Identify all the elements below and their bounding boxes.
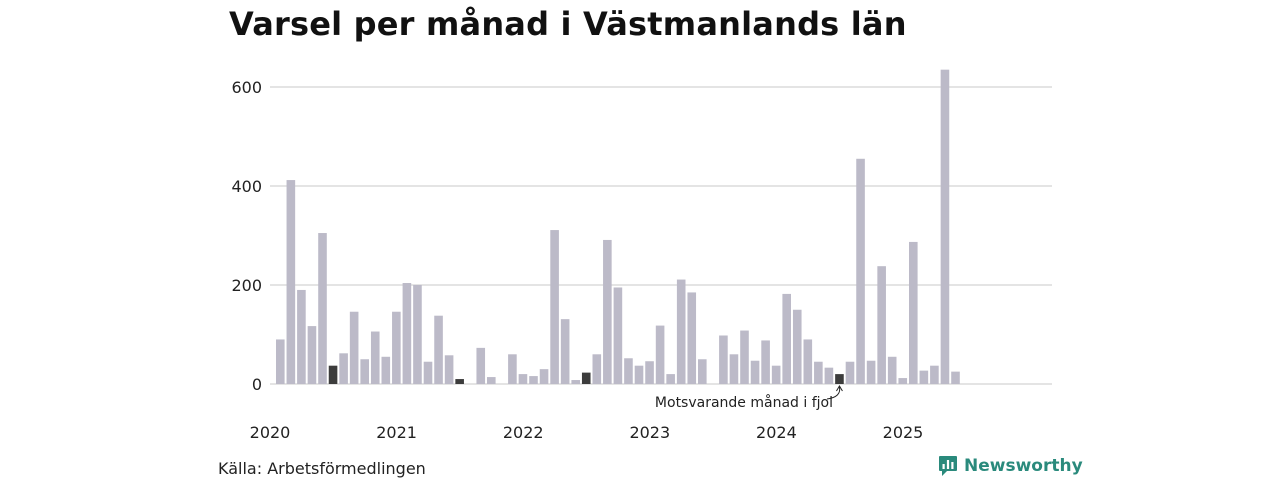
bar bbox=[930, 365, 939, 384]
bar bbox=[951, 371, 960, 384]
bar bbox=[392, 311, 401, 384]
y-tick-label: 400 bbox=[231, 177, 262, 196]
bar bbox=[444, 355, 454, 384]
bar bbox=[550, 230, 559, 384]
bar bbox=[603, 239, 612, 384]
bar bbox=[381, 356, 391, 384]
bar bbox=[887, 356, 897, 384]
bar bbox=[909, 241, 918, 384]
x-tick-label: 2021 bbox=[376, 423, 417, 442]
bar bbox=[297, 289, 306, 384]
bar bbox=[771, 365, 781, 384]
bar bbox=[782, 293, 791, 384]
y-tick-label: 0 bbox=[252, 375, 262, 394]
bar bbox=[919, 370, 929, 384]
annotations: Motsvarande månad i fjol bbox=[655, 385, 843, 411]
y-axis-ticks: 0 200 400 600 bbox=[231, 78, 262, 394]
bar bbox=[676, 279, 686, 384]
x-axis-ticks: 2020 2021 2022 2023 2024 2025 bbox=[250, 423, 924, 442]
bar bbox=[803, 339, 813, 384]
newsworthy-logo-icon bbox=[939, 456, 957, 476]
bar bbox=[307, 326, 317, 384]
bar-same-month bbox=[455, 379, 464, 384]
bar bbox=[866, 360, 876, 384]
y-tick-label: 200 bbox=[231, 276, 262, 295]
bar bbox=[529, 376, 538, 384]
bar bbox=[898, 378, 908, 384]
x-tick-label: 2020 bbox=[250, 423, 291, 442]
bar bbox=[276, 339, 285, 384]
bar-same-month bbox=[328, 365, 338, 384]
bar bbox=[508, 354, 517, 384]
bar bbox=[571, 380, 580, 384]
bar bbox=[761, 340, 770, 384]
bar bbox=[666, 374, 675, 384]
y-tick-label: 600 bbox=[231, 78, 262, 97]
source-note: Källa: Arbetsförmedlingen bbox=[218, 459, 426, 478]
bar bbox=[413, 285, 422, 384]
bar bbox=[360, 359, 369, 384]
bar bbox=[476, 347, 486, 384]
bar bbox=[339, 353, 348, 384]
bar bbox=[434, 315, 443, 384]
bar bbox=[719, 335, 728, 384]
chart-title: Varsel per månad i Västmanlands län bbox=[229, 5, 907, 43]
x-tick-label: 2024 bbox=[756, 423, 797, 442]
x-tick-label: 2025 bbox=[883, 423, 924, 442]
bar bbox=[687, 292, 697, 384]
bar bbox=[845, 361, 855, 384]
bar bbox=[645, 361, 654, 384]
bar bbox=[487, 377, 496, 384]
brand-logo: Newsworthy bbox=[938, 455, 1083, 477]
bar-same-month bbox=[835, 374, 844, 384]
bar bbox=[539, 369, 549, 384]
annotation-arrow bbox=[826, 386, 841, 400]
bar bbox=[518, 374, 528, 384]
bar bbox=[402, 283, 412, 384]
bar bbox=[792, 309, 802, 384]
bar bbox=[318, 233, 327, 384]
bar bbox=[729, 354, 739, 384]
bar bbox=[370, 331, 380, 384]
bar bbox=[286, 180, 296, 384]
x-tick-label: 2022 bbox=[503, 423, 544, 442]
bar bbox=[814, 361, 823, 384]
brand-name: Newsworthy bbox=[964, 456, 1083, 476]
bar bbox=[824, 367, 834, 384]
bar bbox=[698, 359, 707, 384]
bar bbox=[560, 319, 570, 384]
bar bbox=[613, 287, 623, 384]
bar bbox=[349, 311, 359, 384]
x-tick-label: 2023 bbox=[629, 423, 670, 442]
bar bbox=[856, 158, 865, 384]
bar bbox=[940, 69, 950, 385]
annotation-arrowhead bbox=[836, 385, 843, 392]
same-month-annotation: Motsvarande månad i fjol bbox=[655, 394, 833, 411]
bar bbox=[423, 361, 433, 384]
bar bbox=[592, 354, 602, 384]
bar bbox=[655, 325, 665, 384]
bar bbox=[750, 360, 760, 384]
bars bbox=[276, 69, 960, 385]
bar bbox=[634, 365, 644, 384]
bar bbox=[624, 358, 633, 384]
bar bbox=[877, 266, 886, 384]
bar-same-month bbox=[581, 372, 591, 384]
bar bbox=[740, 330, 749, 384]
